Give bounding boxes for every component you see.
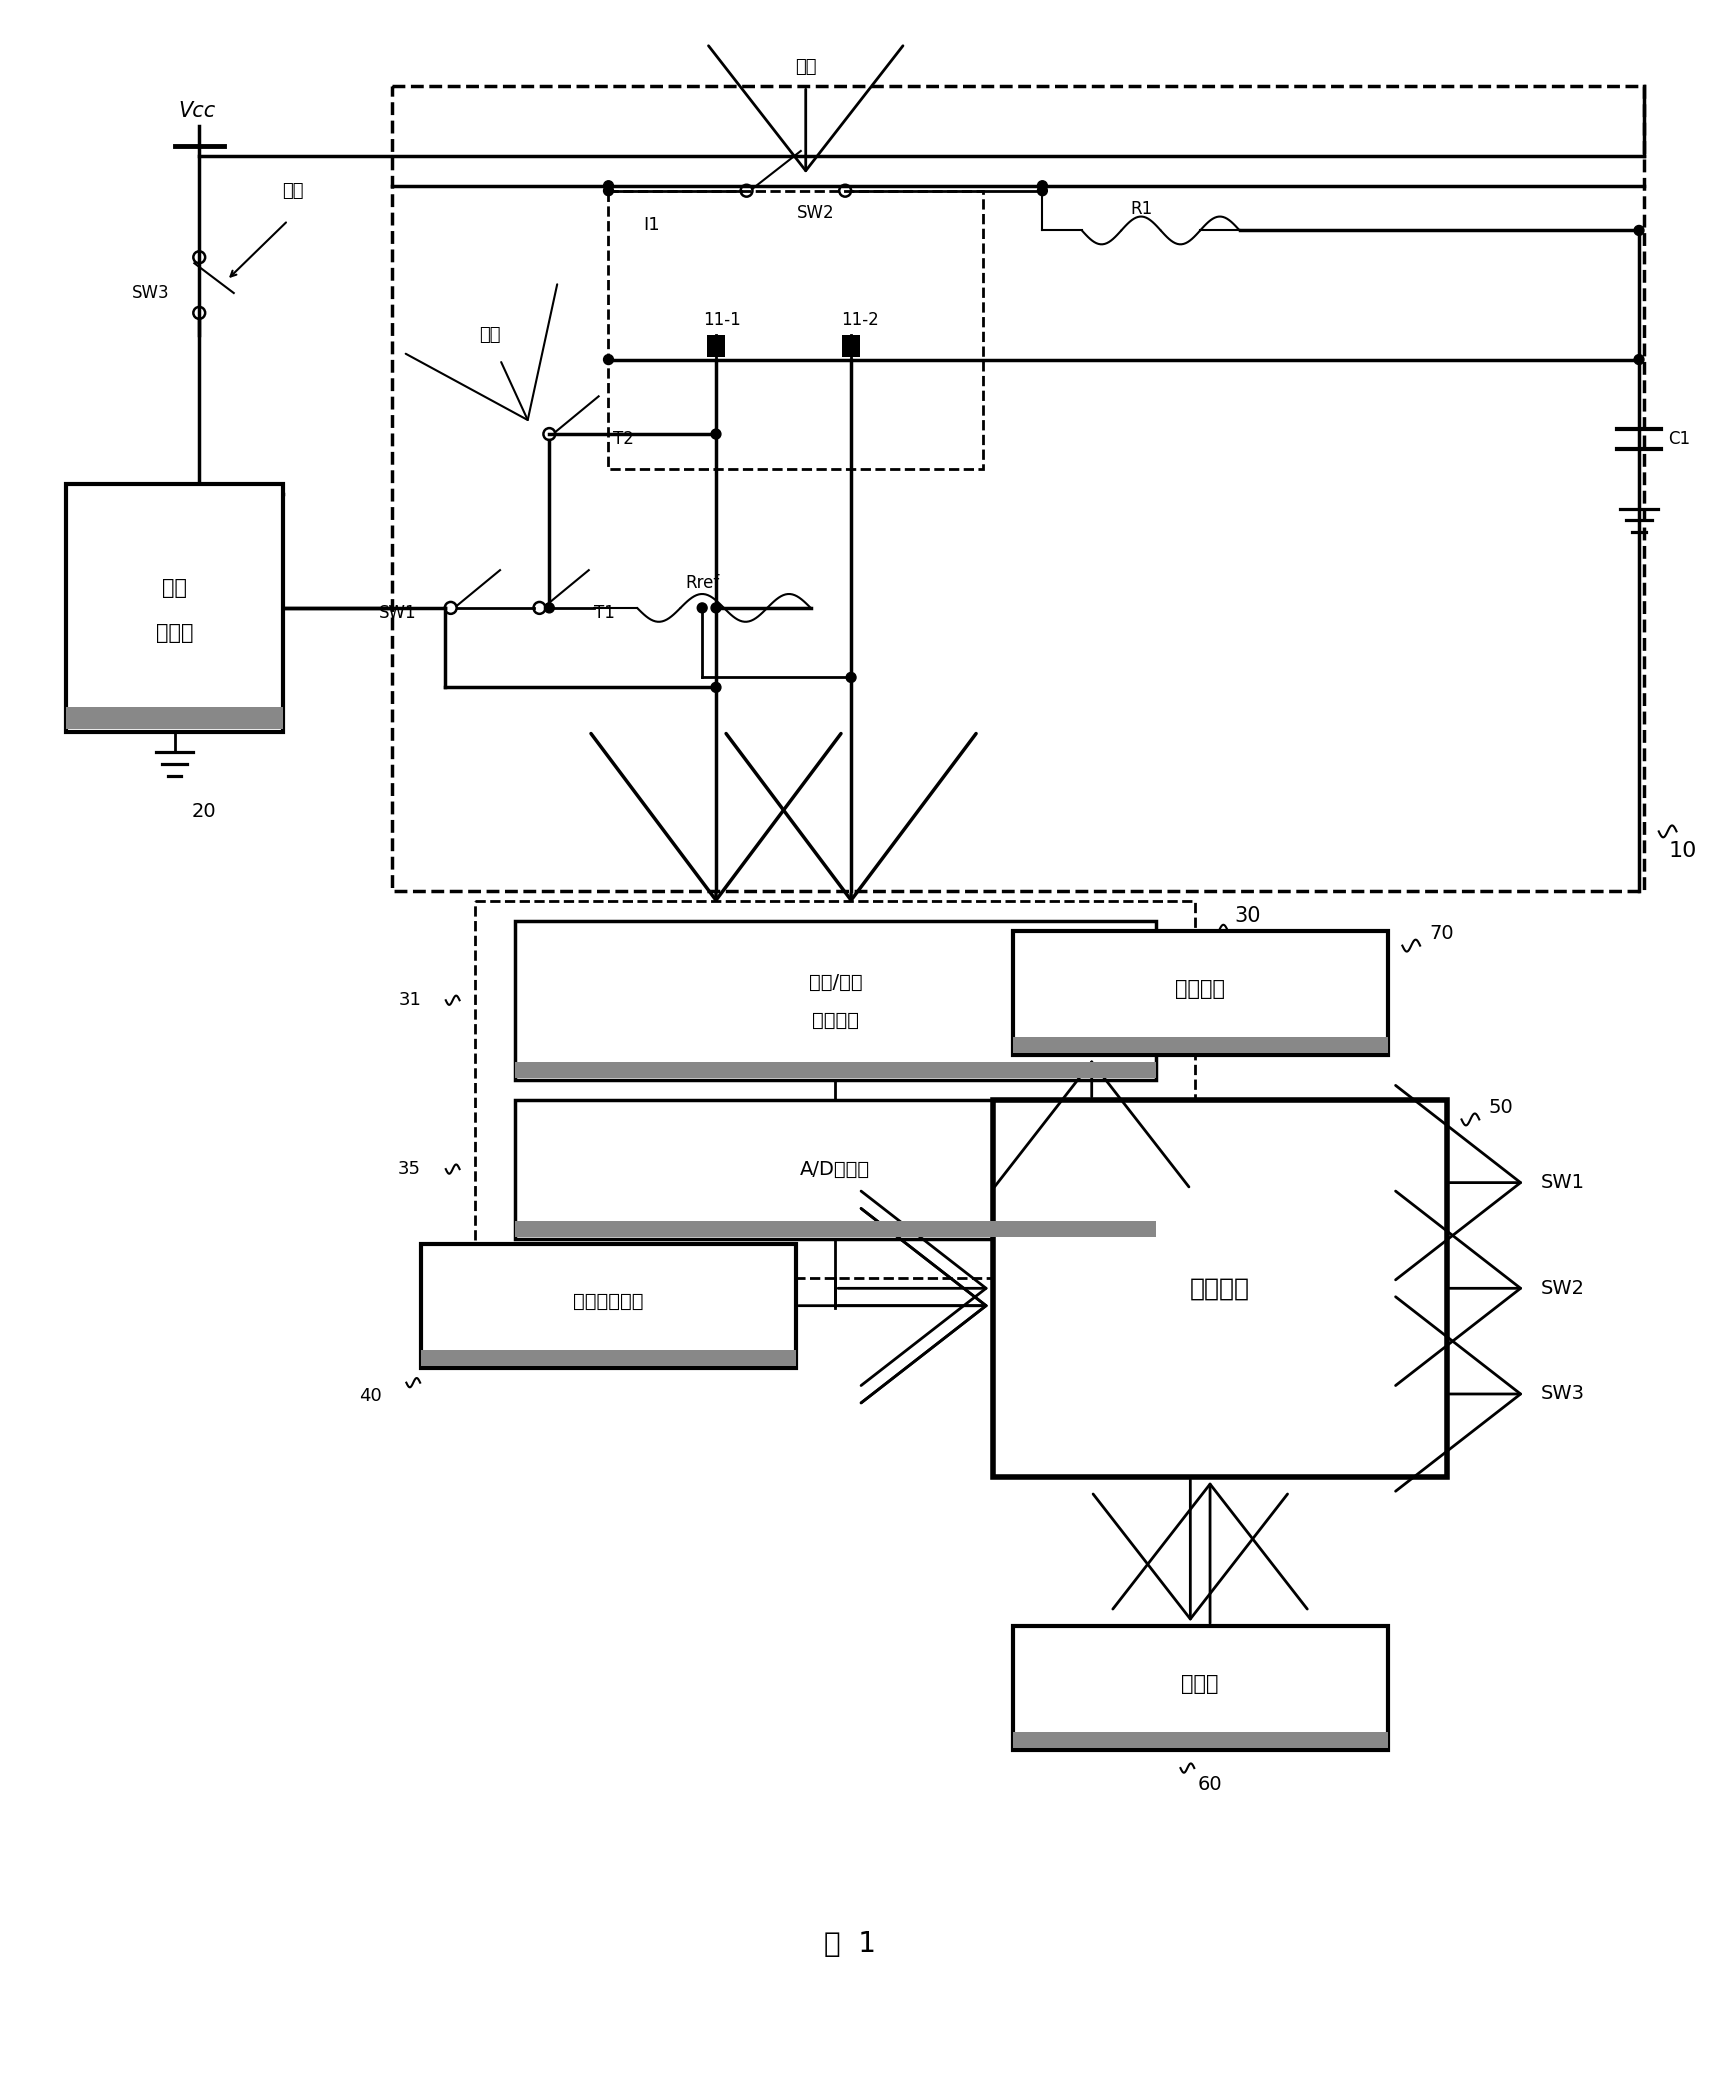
- Text: 11-2: 11-2: [841, 311, 878, 330]
- Bar: [67, 483, 284, 732]
- Text: 35: 35: [398, 1159, 420, 1178]
- Circle shape: [711, 429, 721, 440]
- Bar: [514, 1099, 1155, 1238]
- Text: SW2: SW2: [796, 203, 834, 222]
- Bar: [420, 1244, 796, 1367]
- Text: SW3: SW3: [132, 284, 169, 303]
- Text: 放大/整流: 放大/整流: [808, 973, 861, 991]
- Text: SW2: SW2: [1540, 1280, 1584, 1298]
- Text: 60: 60: [1198, 1775, 1222, 1794]
- Text: SW1: SW1: [1540, 1174, 1584, 1193]
- Circle shape: [545, 604, 554, 612]
- Bar: [514, 1062, 1155, 1078]
- Bar: [608, 191, 983, 469]
- Bar: [475, 900, 1195, 1278]
- Text: 控制: 控制: [795, 58, 817, 75]
- Circle shape: [846, 672, 856, 682]
- Text: Rref: Rref: [685, 574, 719, 591]
- Circle shape: [1037, 187, 1048, 195]
- Bar: [1013, 1626, 1388, 1750]
- Text: 50: 50: [1489, 1097, 1512, 1118]
- Text: 按键输入单元: 按键输入单元: [573, 1292, 644, 1311]
- Text: T1: T1: [593, 604, 615, 622]
- Bar: [993, 1099, 1448, 1477]
- Text: SW3: SW3: [1540, 1385, 1584, 1404]
- Bar: [843, 334, 860, 357]
- Text: C1: C1: [1668, 429, 1690, 448]
- Text: 图  1: 图 1: [824, 1931, 875, 1958]
- Bar: [514, 921, 1155, 1081]
- Circle shape: [1634, 355, 1644, 365]
- Text: R1: R1: [1130, 199, 1152, 218]
- Bar: [67, 707, 284, 730]
- Text: SW1: SW1: [379, 604, 417, 622]
- Bar: [514, 1222, 1155, 1236]
- Text: 70: 70: [1429, 925, 1454, 944]
- Text: 脉冲: 脉冲: [162, 579, 186, 597]
- Text: 30: 30: [1234, 906, 1261, 925]
- Circle shape: [603, 180, 614, 191]
- Text: 11-1: 11-1: [702, 311, 740, 330]
- Text: 发生器: 发生器: [156, 622, 193, 643]
- Text: 显示单元: 显示单元: [1176, 979, 1225, 1000]
- Text: 控制: 控制: [282, 183, 304, 199]
- Text: I1: I1: [643, 216, 660, 234]
- Text: 控制: 控制: [480, 326, 501, 344]
- Bar: [391, 87, 1644, 892]
- Bar: [1013, 1037, 1388, 1054]
- Text: T2: T2: [614, 429, 634, 448]
- Circle shape: [1634, 226, 1644, 236]
- Text: 电路单元: 电路单元: [812, 1010, 860, 1029]
- Text: 40: 40: [359, 1388, 381, 1404]
- Circle shape: [603, 355, 614, 365]
- Bar: [1013, 1732, 1388, 1748]
- Text: 20: 20: [191, 803, 217, 821]
- Bar: [420, 1350, 796, 1367]
- Text: 存储器: 存储器: [1181, 1674, 1219, 1694]
- Text: 10: 10: [1668, 842, 1697, 861]
- Text: Vcc: Vcc: [179, 102, 215, 120]
- Circle shape: [711, 604, 721, 612]
- Text: 微处理器: 微处理器: [1189, 1276, 1249, 1300]
- Bar: [708, 334, 725, 357]
- Circle shape: [1037, 180, 1048, 191]
- Circle shape: [697, 604, 708, 612]
- Text: A/D转换器: A/D转换器: [800, 1159, 870, 1178]
- Bar: [1013, 931, 1388, 1056]
- Circle shape: [603, 187, 614, 195]
- Text: 31: 31: [398, 991, 420, 1010]
- Circle shape: [711, 682, 721, 693]
